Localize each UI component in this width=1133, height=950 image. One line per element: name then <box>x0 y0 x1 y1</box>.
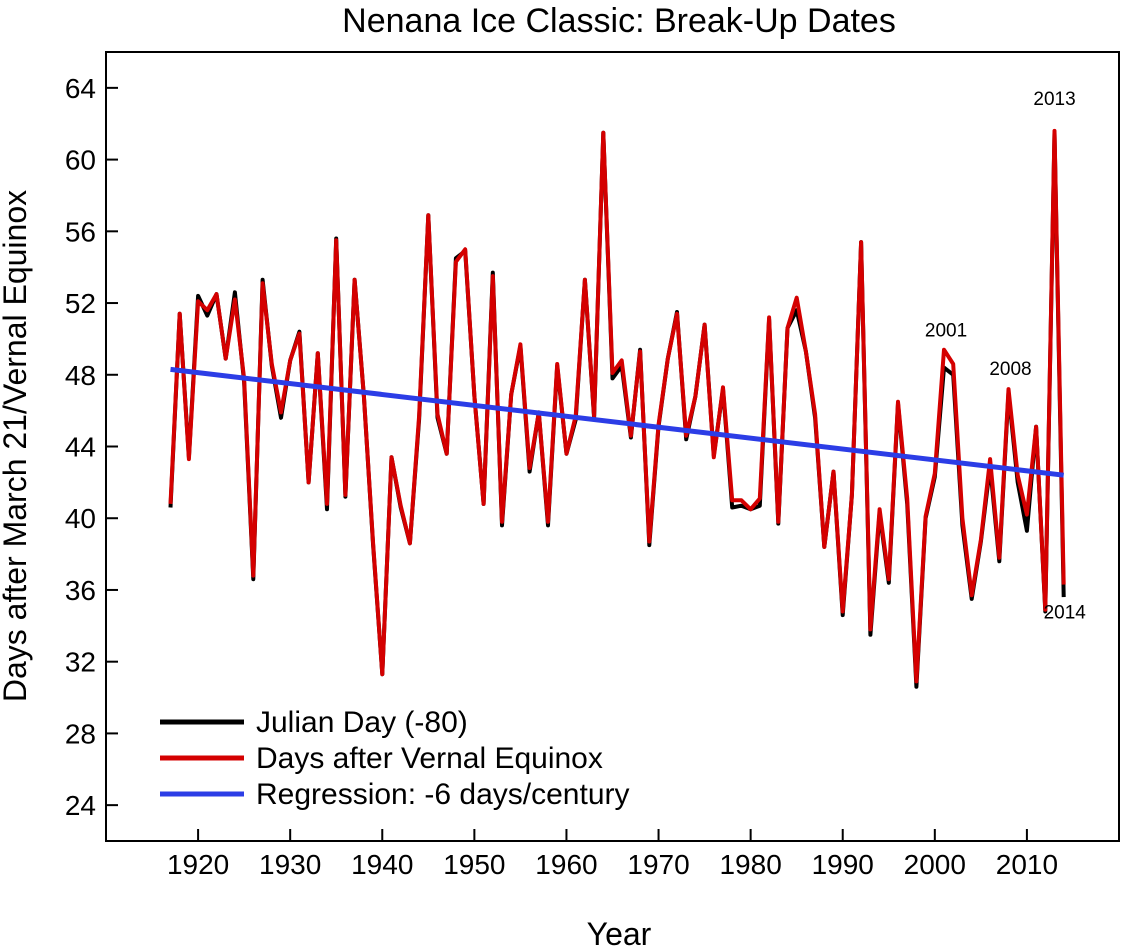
series-regression-line <box>170 366 1064 478</box>
annotation-2001: 2001 <box>925 321 967 342</box>
y-axis: 24 28 32 36 40 44 48 52 56 60 64 <box>65 73 118 821</box>
legend-label: Regression: -6 days/century <box>256 778 630 811</box>
x-axis: 1920 1930 1940 1950 1960 1970 1980 1990 2000 2010 <box>167 829 1058 880</box>
x-tick-label: 1950 <box>443 849 505 880</box>
legend-label: Julian Day (-80) <box>256 706 468 739</box>
y-tick-label: 24 <box>65 790 96 821</box>
y-tick-label: 36 <box>65 575 96 606</box>
legend-label: Days after Vernal Equinox <box>256 742 603 775</box>
x-tick-label: 2010 <box>996 849 1058 880</box>
x-tick-label: 1960 <box>535 849 597 880</box>
x-tick-label: 1930 <box>259 849 321 880</box>
y-tick-label: 40 <box>65 503 96 534</box>
x-tick-label: 1990 <box>812 849 874 880</box>
y-axis-label: Days after March 21/Vernal Equinox <box>0 190 33 702</box>
series-vernal-equinox-line <box>168 128 1066 684</box>
legend: Julian Day (-80)Days after Vernal Equino… <box>160 706 630 811</box>
y-tick-label: 60 <box>65 145 96 176</box>
y-tick-label: 48 <box>65 360 96 391</box>
x-tick-label: 1970 <box>627 849 689 880</box>
chart-title: Nenana Ice Classic: Break-Up Dates <box>342 2 896 40</box>
y-tick-label: 28 <box>65 718 96 749</box>
annotation-2014: 2014 <box>1044 603 1087 624</box>
x-tick-label: 1980 <box>719 849 781 880</box>
x-tick-label: 1920 <box>167 849 229 880</box>
y-tick-label: 56 <box>65 216 96 247</box>
x-tick-label: 1940 <box>351 849 413 880</box>
y-tick-label: 64 <box>65 73 96 104</box>
x-axis-label: Year <box>587 916 652 950</box>
annotation-2008: 2008 <box>989 359 1031 380</box>
x-tick-label: 2000 <box>904 849 966 880</box>
y-tick-label: 44 <box>65 432 96 463</box>
annotation-2013: 2013 <box>1033 89 1075 110</box>
plot-lines <box>168 128 1066 689</box>
annotations: 2013 2001 2008 2014 <box>925 89 1086 624</box>
y-tick-label: 52 <box>65 288 96 319</box>
y-tick-label: 32 <box>65 647 96 678</box>
